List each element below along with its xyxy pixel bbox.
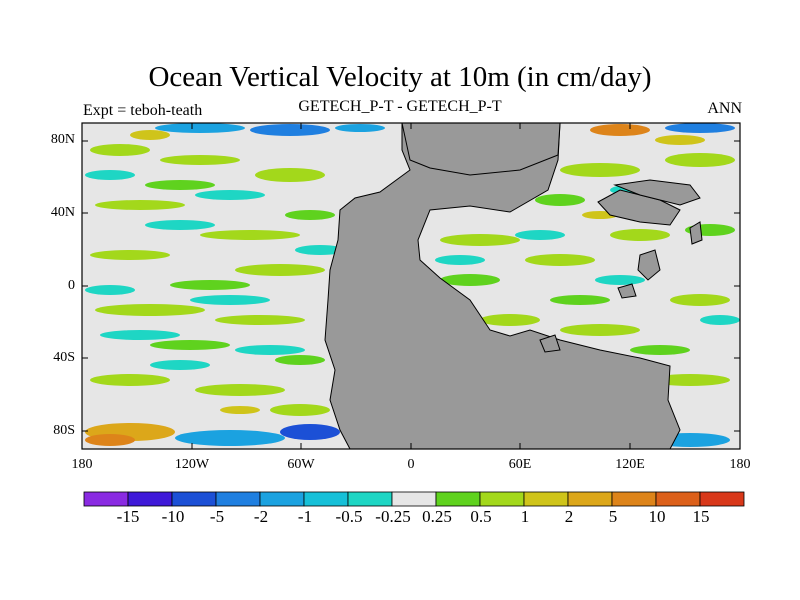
colorbar-label: 1 bbox=[520, 507, 530, 526]
colorbar-swatch bbox=[567, 491, 613, 507]
northern-landmass bbox=[401, 122, 561, 176]
colorbar-label: -0.25 bbox=[375, 507, 411, 526]
colorbar-swatch bbox=[435, 491, 481, 507]
island-east-6 bbox=[689, 221, 703, 245]
colorbar bbox=[83, 491, 745, 507]
lat-label-40s: 40S bbox=[53, 350, 75, 365]
land-masses bbox=[324, 122, 703, 450]
colorbar-swatch bbox=[303, 491, 349, 507]
tick-marks bbox=[81, 123, 741, 449]
colorbar-label: 15 bbox=[692, 507, 710, 526]
colorbar-label: -5 bbox=[209, 507, 225, 526]
lat-label-0: 0 bbox=[68, 278, 75, 293]
pangaea-landmass bbox=[324, 122, 681, 450]
colorbar-swatch bbox=[171, 491, 217, 507]
island-east-2 bbox=[613, 179, 701, 206]
colorbar-label: 0.5 bbox=[470, 507, 492, 526]
lon-label-0: 0 bbox=[407, 457, 415, 472]
lon-label-120e: 120E bbox=[615, 457, 645, 472]
lat-label-80s: 80S bbox=[53, 423, 75, 438]
dataset-label: GETECH_P-T - GETECH_P-T bbox=[298, 98, 502, 115]
colorbar-swatch bbox=[479, 491, 525, 507]
lon-label-180e: 180 bbox=[729, 457, 751, 472]
experiment-label: Expt = teboh-teath bbox=[83, 102, 203, 119]
colorbar-swatch bbox=[347, 491, 393, 507]
lat-label-40n: 40N bbox=[50, 205, 75, 220]
colorbar-label: 10 bbox=[648, 507, 666, 526]
map-title: Ocean Vertical Velocity at 10m (in cm/da… bbox=[148, 61, 652, 93]
colorbar-label: -1 bbox=[297, 507, 313, 526]
colorbar-swatch bbox=[611, 491, 657, 507]
colorbar-swatch bbox=[655, 491, 701, 507]
lon-label-60w: 60W bbox=[287, 457, 315, 472]
colorbar-label: 0.25 bbox=[422, 507, 452, 526]
colorbar-swatch bbox=[127, 491, 173, 507]
colorbar-label: 5 bbox=[608, 507, 618, 526]
colorbar-swatch bbox=[215, 491, 261, 507]
island-east-4 bbox=[617, 283, 637, 299]
island-east-3 bbox=[637, 249, 661, 281]
period-label: ANN bbox=[707, 100, 742, 117]
colorbar-label: -10 bbox=[161, 507, 185, 526]
lon-label-60e: 60E bbox=[508, 457, 532, 472]
colorbar-label: -0.5 bbox=[335, 507, 363, 526]
colorbar-label: 2 bbox=[564, 507, 574, 526]
island-east-1 bbox=[597, 189, 681, 226]
lon-label-180w: 180 bbox=[71, 457, 93, 472]
colorbar-swatch bbox=[523, 491, 569, 507]
colorbar-label: -2 bbox=[253, 507, 269, 526]
colorbar-swatch bbox=[391, 491, 437, 507]
lat-label-80n: 80N bbox=[50, 132, 75, 147]
island-east-5 bbox=[539, 334, 561, 353]
colorbar-label: -15 bbox=[116, 507, 140, 526]
lon-label-120w: 120W bbox=[174, 457, 210, 472]
colorbar-swatch bbox=[83, 491, 129, 507]
colorbar-swatch bbox=[699, 491, 745, 507]
colorbar-swatch bbox=[259, 491, 305, 507]
